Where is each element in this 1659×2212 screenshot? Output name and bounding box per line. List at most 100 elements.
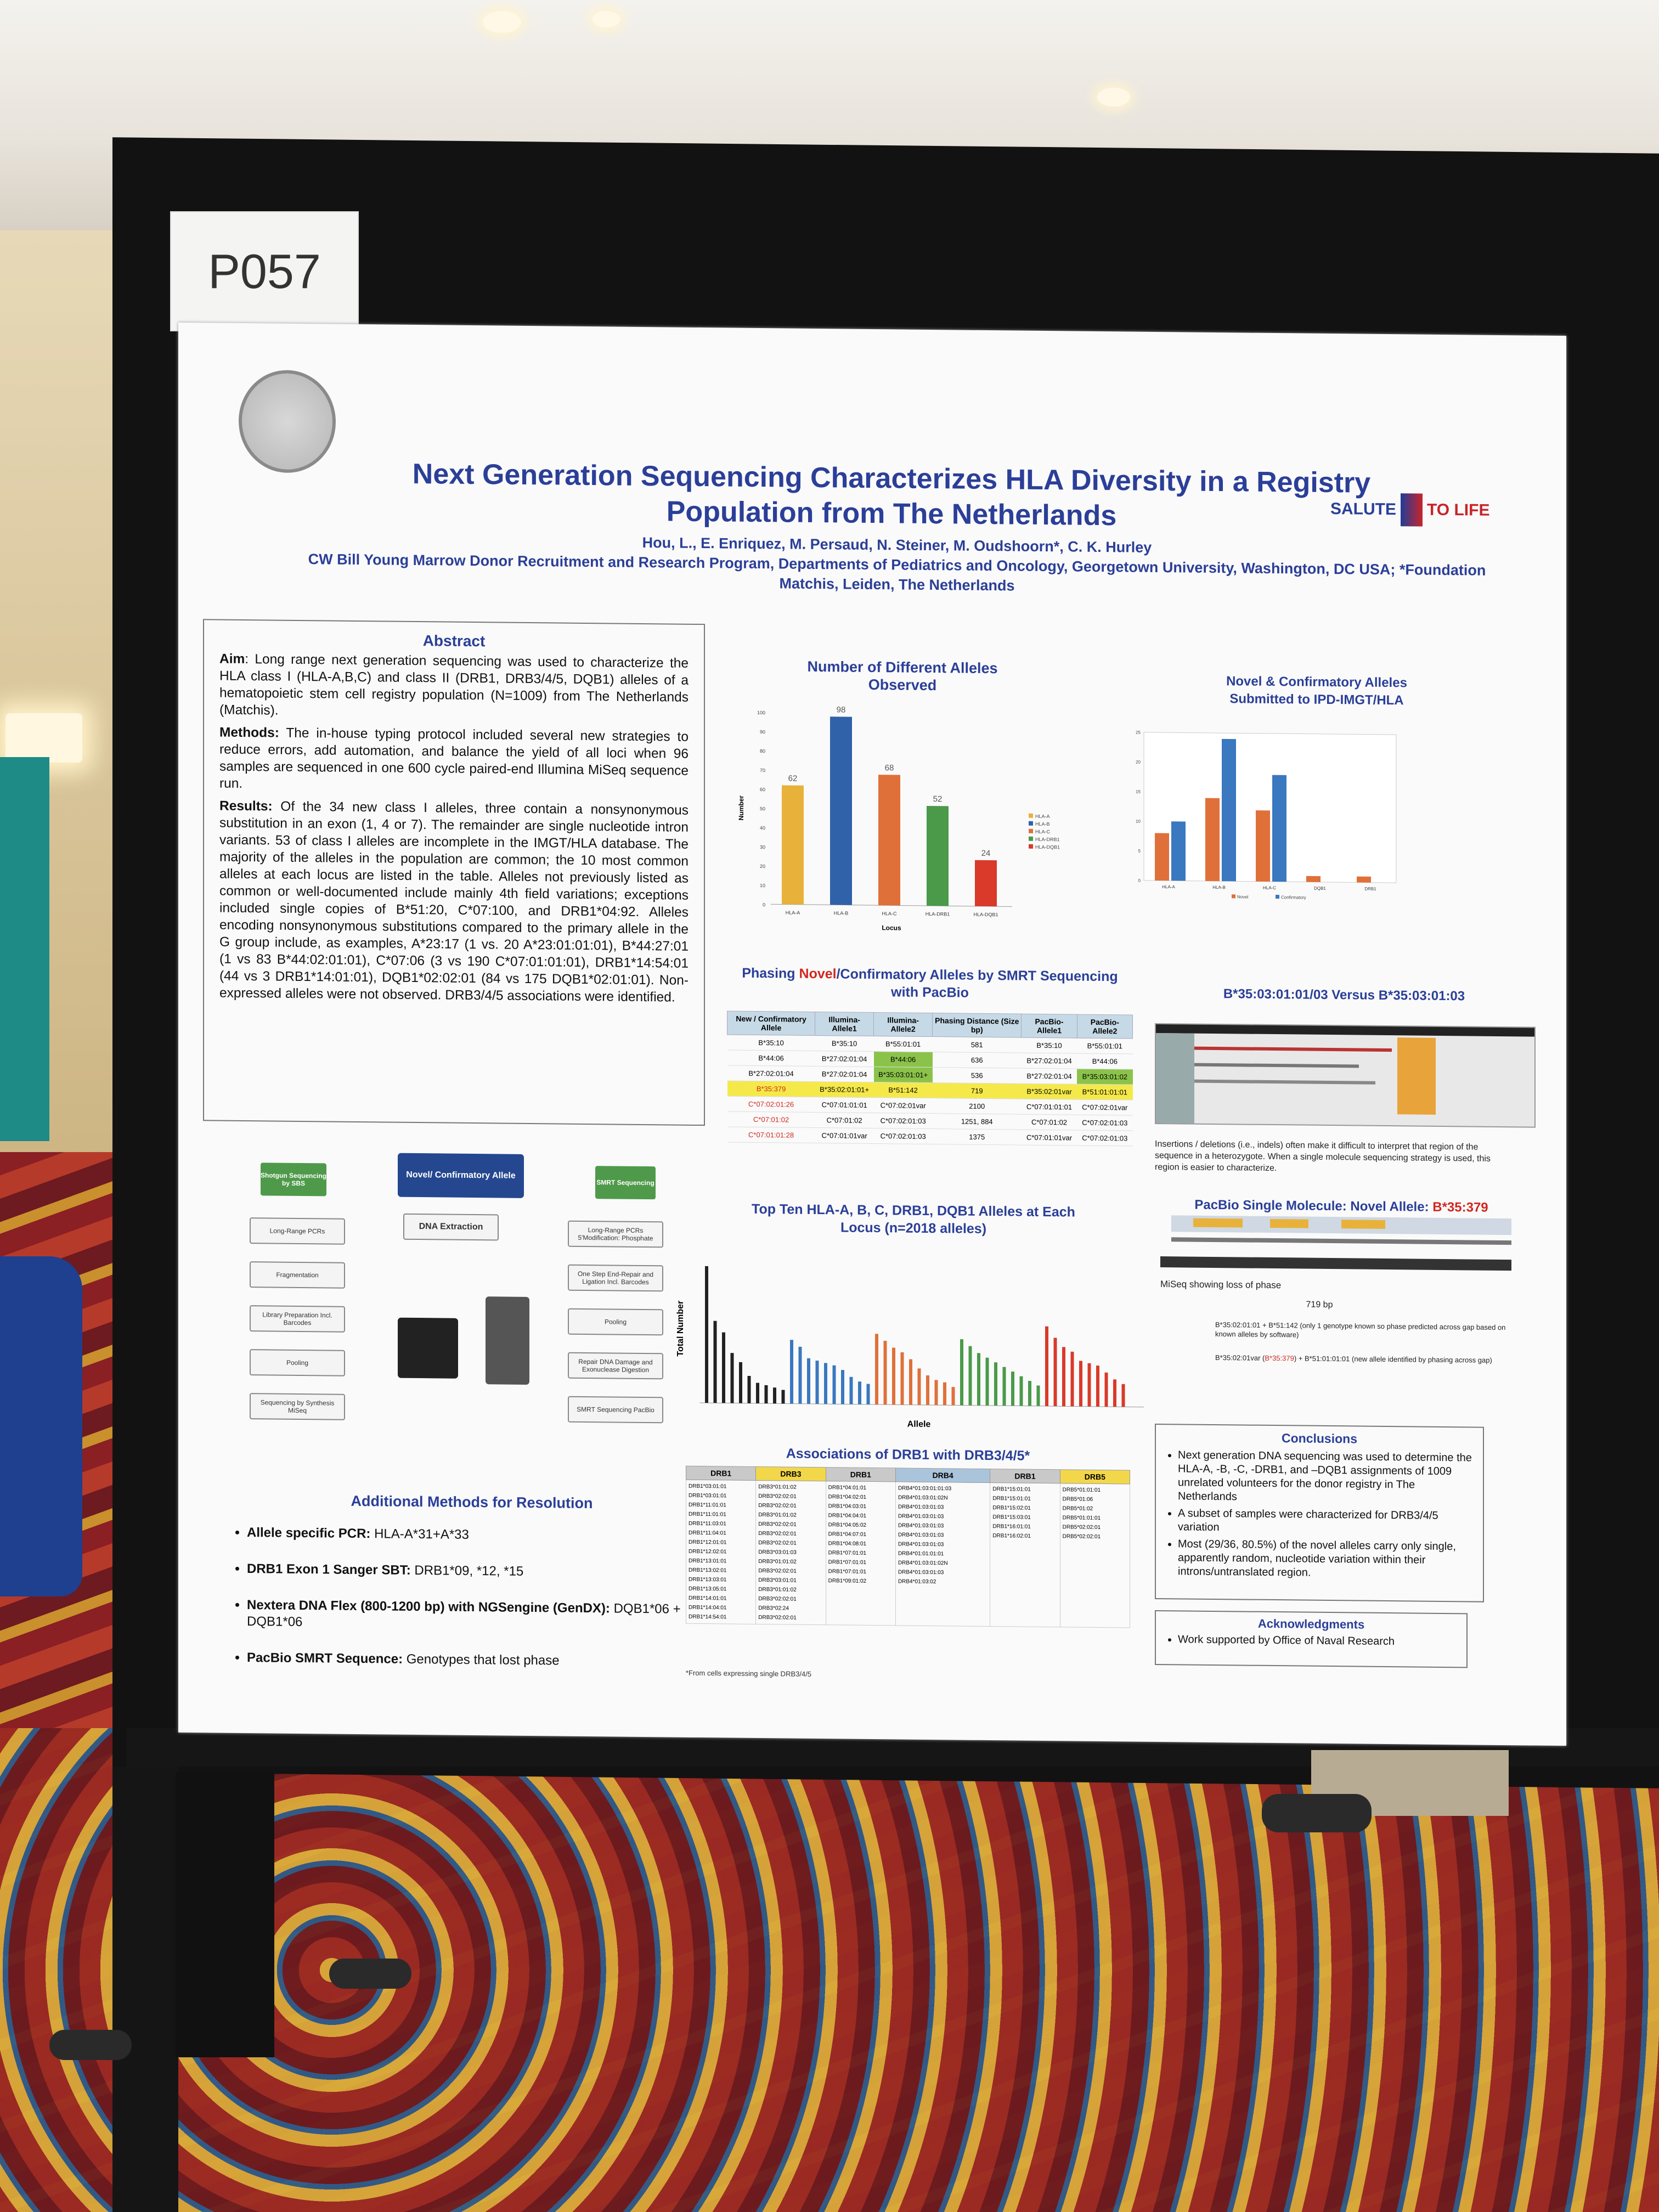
pacbio-title-b: B*35:379 xyxy=(1432,1199,1488,1215)
methods-label: Methods: xyxy=(219,725,279,741)
bar-HLA-B-1 xyxy=(790,1340,793,1404)
workflow-diagram: Shotgun Sequencing by SBS Novel/ Confirm… xyxy=(217,1153,689,1441)
table-cell: B*35:10 xyxy=(815,1035,874,1052)
conclusion-item: Next generation DNA sequencing was used … xyxy=(1178,1448,1473,1506)
exon-block xyxy=(1341,1220,1385,1229)
legend-swatch xyxy=(1029,836,1033,841)
column-header: Phasing Distance (Size bp) xyxy=(932,1013,1022,1038)
legend-swatch xyxy=(1029,844,1033,849)
x-tick-label: HLA-B xyxy=(834,910,849,916)
person-jacket xyxy=(0,1256,82,1596)
x-tick-label: HLA-A xyxy=(786,910,800,915)
bar-DRB1-7 xyxy=(1011,1372,1014,1406)
bar-HLA-C-2 xyxy=(883,1340,887,1405)
legend-swatch xyxy=(1029,828,1033,833)
bar-DRB1-6 xyxy=(1002,1367,1006,1406)
poster-number-tag: P057 xyxy=(170,211,359,331)
igv-caption: Insertions / deletions (i.e., indels) of… xyxy=(1155,1139,1491,1173)
top10-title: Top Ten HLA-A, B, C, DRB1, DQB1 Alleles … xyxy=(752,1201,1075,1237)
bar-DQB1-2 xyxy=(1053,1338,1057,1407)
results-label: Results: xyxy=(219,798,273,814)
x-tick-label: DRB1 xyxy=(1364,887,1376,891)
y-tick-label: 15 xyxy=(1136,789,1141,794)
column-header: PacBio-Allele1 xyxy=(1021,1014,1077,1039)
conclusions-box: Conclusions Next generation DNA sequenci… xyxy=(1155,1423,1484,1602)
bar-DRB1-1 xyxy=(960,1339,963,1406)
read-track xyxy=(1171,1237,1511,1245)
data-label: 62 xyxy=(788,774,798,783)
table-cell: 1375 xyxy=(932,1128,1022,1146)
pacbio-title-a: PacBio Single Molecule: Novel Allele: xyxy=(1194,1197,1433,1215)
bar-HLA-C-1 xyxy=(875,1334,878,1405)
table-cell: B*27:02:01:04 xyxy=(1021,1053,1077,1069)
table-cell: B*55:01:01 xyxy=(873,1036,933,1052)
column-header: Illumina-Allele1 xyxy=(815,1012,874,1036)
legend-swatch xyxy=(1029,821,1033,826)
igv-track xyxy=(1194,1079,1375,1085)
table-cell: B*55:01:01 xyxy=(1077,1038,1133,1054)
workflow-step: Fragmentation xyxy=(250,1261,345,1289)
data-label: 98 xyxy=(837,705,846,714)
table-cell: B*27:02:01:04 xyxy=(815,1066,874,1082)
method-item: DRB1 Exon 1 Sanger SBT: DRB1*09, *12, *1… xyxy=(247,1561,713,1582)
method-text: Genotypes that lost phase xyxy=(403,1651,560,1668)
data-label: 24 xyxy=(981,849,991,858)
column-header: DRB1 xyxy=(990,1469,1060,1483)
board-leg xyxy=(112,1767,178,2212)
legend-label: HLA-C xyxy=(1035,829,1051,834)
y-tick-label: 0 xyxy=(1138,878,1141,883)
table-cell: C*07:02:01var xyxy=(873,1097,933,1114)
bar-HLA-A-1 xyxy=(705,1266,708,1403)
bar-Confirmatory-HLA-A xyxy=(1171,821,1186,881)
y-tick-label: 20 xyxy=(760,864,765,869)
y-tick-label: 0 xyxy=(763,902,765,907)
bar-HLA-A-2 xyxy=(713,1321,717,1403)
bar-DQB1-3 xyxy=(1062,1347,1065,1407)
ceiling-light xyxy=(1097,88,1130,106)
y-axis-label: Total Number xyxy=(676,1301,685,1357)
column-header: DRB5 xyxy=(1060,1469,1130,1485)
method-text: DRB1*09, *12, *15 xyxy=(410,1562,524,1579)
igv-highlight xyxy=(1397,1037,1436,1115)
bar-HLA-B-8 xyxy=(849,1376,853,1404)
table-cell: C*07:02:01:03 xyxy=(873,1113,933,1129)
y-tick-label: 40 xyxy=(760,825,765,831)
table-cell: 581 xyxy=(932,1036,1022,1053)
x-tick-label: HLA-B xyxy=(1212,885,1226,890)
acknowledgment-item: Work supported by Office of Naval Resear… xyxy=(1178,1633,1457,1649)
abstract-results: Results: Of the 34 new class I alleles, … xyxy=(219,798,689,1006)
bar-HLA-B-7 xyxy=(841,1370,844,1404)
exon-block xyxy=(1270,1218,1308,1228)
bar-DRB1-10 xyxy=(1036,1385,1040,1406)
legend-label: Confirmatory xyxy=(1281,895,1306,900)
table-cell: B*35:02:01:01+ xyxy=(815,1081,874,1098)
conclusion-item: Most (29/36, 80.5%) of the novel alleles… xyxy=(1178,1537,1473,1581)
bar-DQB1-1 xyxy=(1045,1326,1048,1407)
y-tick-label: 5 xyxy=(1138,849,1141,854)
x-tick-label: HLA-DRB1 xyxy=(926,911,950,917)
workflow-step: Long-Range PCRs 5'Modification: Phosphat… xyxy=(568,1220,663,1248)
table-cell: C*07:01:02 xyxy=(727,1111,815,1128)
table-cell: B*51:01:01:01 xyxy=(1077,1084,1133,1101)
wall-lamp xyxy=(5,713,82,763)
x-tick-label: HLA-A xyxy=(1162,884,1175,889)
shotgun-box: Shotgun Sequencing by SBS xyxy=(261,1163,326,1197)
table-cell: C*07:02:01var xyxy=(1077,1099,1133,1116)
logo-text-2: TO LIFE xyxy=(1427,500,1490,520)
y-tick-label: 70 xyxy=(760,768,765,773)
bar-HLA-B-3 xyxy=(807,1358,810,1404)
conclusions-heading: Conclusions xyxy=(1281,1431,1357,1446)
bar-DQB1-7 xyxy=(1096,1365,1099,1407)
abstract-box: Abstract Aim: Long range next generation… xyxy=(203,619,705,1126)
dna-extraction-box: DNA Extraction xyxy=(403,1213,499,1241)
workflow-step: Long-Range PCRs xyxy=(250,1217,345,1245)
table-cell: C*07:01:01:28 xyxy=(727,1126,815,1143)
method-item: PacBio SMRT Sequence: Genotypes that los… xyxy=(247,1650,713,1671)
legend-label: HLA-DQB1 xyxy=(1035,844,1060,850)
pacbio-note-2b: B*35:379 xyxy=(1265,1353,1294,1363)
poster: Next Generation Sequencing Characterizes… xyxy=(178,322,1566,1746)
table-cell: 1251, 884 xyxy=(932,1113,1022,1130)
bar-HLA-A-5 xyxy=(739,1362,742,1403)
column-header: DRB1 xyxy=(686,1466,756,1481)
table-cell: C*07:01:01var xyxy=(1021,1130,1077,1146)
